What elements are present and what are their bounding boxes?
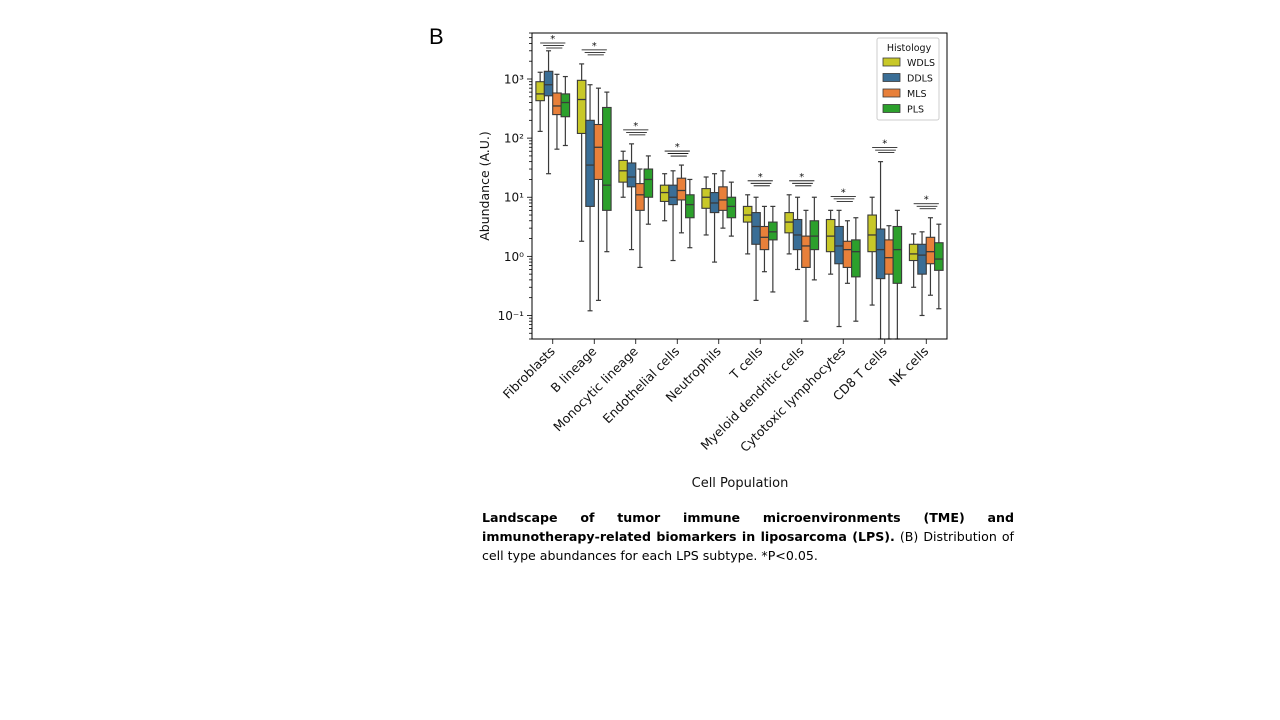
significance-layer: * * * * * * * * * — [540, 34, 939, 210]
category-group — [659, 164, 695, 262]
legend-swatch — [882, 57, 901, 67]
category-group — [701, 170, 737, 263]
box-ddls — [626, 162, 637, 188]
significance-star: * — [799, 172, 804, 183]
box-ddls — [875, 228, 886, 280]
box-pls — [892, 225, 903, 284]
box-ddls — [585, 119, 595, 207]
legend-label: PLS — [907, 105, 924, 116]
box-mls — [925, 236, 936, 265]
category-group — [576, 63, 612, 312]
category-group — [908, 217, 944, 317]
panel-label: B — [429, 24, 444, 49]
box-pls — [726, 196, 737, 219]
significance-star: * — [841, 187, 846, 198]
legend-swatch — [882, 88, 901, 98]
box-ddls — [668, 184, 678, 206]
significance-star: * — [758, 172, 763, 183]
box-mls — [552, 92, 562, 116]
box-wdls — [576, 79, 587, 134]
box-mls — [635, 183, 645, 211]
x-axis-label: Cell Population — [692, 476, 789, 491]
significance-star: * — [550, 34, 555, 45]
box-plot-chart: 10³ 10² 10¹ 10⁰ 10⁻¹ * * * * * * * * * FibroblastsB … — [477, 32, 948, 491]
caption-bold-text: Landscape of tumor immune microenvironme… — [482, 510, 1014, 544]
legend: Histology WDLS DDLS MLS PLS — [876, 37, 940, 121]
box-pls — [851, 239, 861, 278]
significance-star: * — [592, 41, 597, 52]
box-wdls — [535, 81, 545, 102]
legend-swatch — [882, 73, 901, 82]
box-pls — [560, 93, 571, 118]
box-mls — [884, 239, 894, 275]
figure-caption: Landscape of tumor immune microenvironme… — [482, 508, 1014, 565]
category-group — [618, 143, 654, 269]
box-mls — [842, 240, 853, 268]
y-tick-layer: 10³ 10² 10¹ 10⁰ 10⁻¹ — [498, 32, 532, 340]
box-wdls — [867, 214, 877, 253]
box-pls — [768, 221, 778, 241]
y-tick-label: 10⁻¹ — [498, 309, 525, 323]
x-tick-label: Fibroblasts — [500, 344, 558, 402]
box-mls — [593, 123, 604, 180]
y-axis-label: Abundance (A.U.) — [477, 131, 492, 241]
category-group — [742, 194, 778, 301]
y-tick-label: 10² — [504, 132, 524, 146]
box-pls — [643, 168, 654, 198]
plot-area-frame — [531, 32, 948, 340]
caption-text: (B) Distribution of cell type abundances… — [482, 529, 1014, 563]
box-wdls — [659, 184, 670, 202]
category-group — [535, 50, 571, 175]
significance-star: * — [633, 121, 638, 132]
box-wdls — [701, 188, 711, 209]
category-group — [825, 209, 861, 328]
box-wdls — [908, 243, 919, 262]
y-tick-label: 10⁰ — [504, 250, 524, 264]
box-ddls — [543, 70, 554, 97]
box-wdls — [742, 205, 753, 223]
significance-star: * — [675, 142, 680, 153]
box-pls — [602, 106, 612, 211]
legend-label: WDLS — [907, 58, 935, 69]
box-mls — [801, 235, 811, 268]
significance-star: * — [924, 195, 929, 206]
box-ddls — [751, 212, 761, 245]
y-tick-label: 10¹ — [504, 191, 524, 205]
legend-label: DDLS — [907, 74, 933, 85]
box-ddls — [834, 225, 844, 265]
box-pls — [934, 242, 944, 271]
box-pls — [685, 194, 695, 219]
box-ddls — [917, 243, 927, 275]
legend-swatch — [882, 104, 901, 113]
box-pls — [809, 220, 820, 251]
box-mls — [759, 225, 770, 251]
y-tick-label: 10³ — [504, 73, 524, 87]
x-tick-label: Endothelial cells — [600, 344, 683, 427]
x-tick-label: NK cells — [886, 344, 932, 390]
box-mls — [676, 177, 687, 201]
legend-title: Histology — [887, 43, 932, 54]
box-mls — [718, 186, 728, 211]
significance-star: * — [882, 139, 887, 150]
legend-label: MLS — [907, 89, 927, 100]
category-group — [784, 194, 820, 322]
x-tick-label: T cells — [726, 344, 765, 383]
category-group — [867, 161, 903, 340]
